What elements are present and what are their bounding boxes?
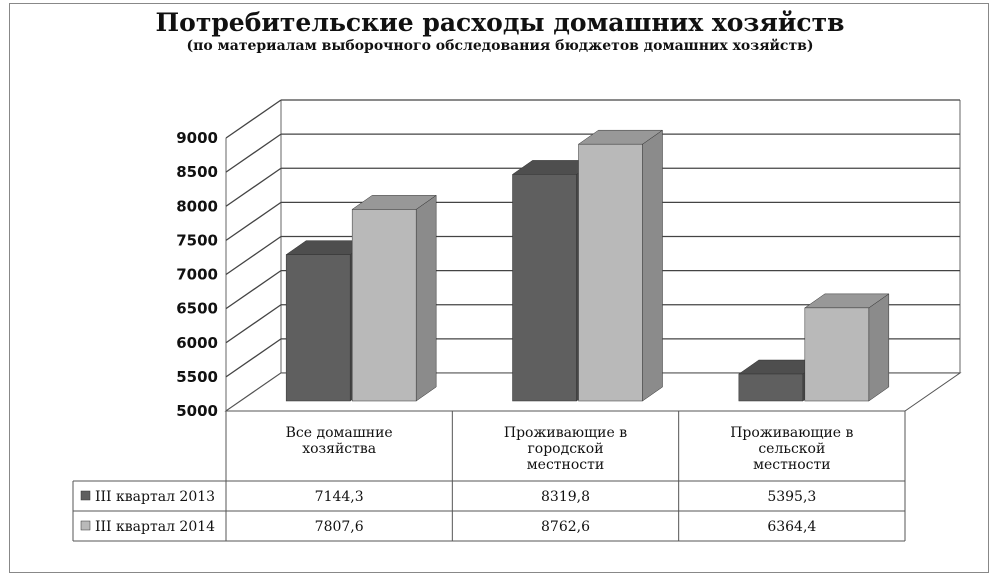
category-label: Все домашние хозяйства <box>286 425 393 457</box>
chart-frame <box>9 3 989 573</box>
gridline-side <box>225 201 282 241</box>
bar-side <box>415 194 437 402</box>
data-value: 6364,4 <box>767 519 816 535</box>
legend-key <box>80 520 91 531</box>
category-label-line: Проживающие в <box>504 425 627 441</box>
gridline-side <box>225 167 282 207</box>
category-label-line: городской <box>527 441 603 457</box>
data-value: 7144,3 <box>315 489 364 505</box>
y-tick-label: 7000 <box>176 266 218 284</box>
category-label-line: местности <box>527 457 604 473</box>
bar <box>578 143 643 402</box>
category-label: Проживающие в городской местности <box>504 425 627 473</box>
bar <box>804 307 870 402</box>
category-label-line: Все домашние <box>286 425 393 441</box>
bar <box>285 254 351 402</box>
legend-label: III квартал 2013 <box>95 489 215 505</box>
bar <box>351 209 417 402</box>
gridline-side <box>225 304 282 344</box>
chart-title: Потребительские расходы домашних хозяйст… <box>155 8 845 37</box>
y-tick-label: 8000 <box>176 197 218 215</box>
gridline-side <box>225 338 282 378</box>
y-tick-label: 6000 <box>176 334 218 352</box>
y-tick-label: 7500 <box>176 231 218 249</box>
bar-side <box>642 129 663 402</box>
y-tick-label: 8500 <box>176 163 218 181</box>
data-value: 8319,8 <box>541 489 590 505</box>
category-label-line: сельской <box>758 441 825 457</box>
bar-side <box>868 293 890 402</box>
y-tick-label: 5000 <box>176 402 218 420</box>
bar <box>512 174 577 402</box>
data-value: 8762,6 <box>541 519 590 535</box>
gridline-side <box>225 133 282 173</box>
y-tick-label: 9000 <box>176 129 218 147</box>
y-tick-label: 5500 <box>176 368 218 386</box>
gridline-side <box>225 235 282 276</box>
category-label-line: Проживающие в <box>730 425 853 441</box>
category-label-line: местности <box>753 457 830 473</box>
legend-key <box>80 490 91 501</box>
category-label-line: хозяйства <box>302 441 376 457</box>
legend-label: III квартал 2014 <box>95 519 215 535</box>
gridline-side <box>225 99 282 139</box>
data-value: 5395,3 <box>767 489 816 505</box>
y-tick-label: 6500 <box>176 300 218 318</box>
chart-subtitle: (по материалам выборочного обследования … <box>186 38 814 54</box>
bar <box>738 373 804 402</box>
gridline-side <box>225 270 282 310</box>
bars-group <box>285 129 890 402</box>
category-label: Проживающие в сельской местности <box>730 425 853 473</box>
data-value: 7807,6 <box>315 519 364 535</box>
